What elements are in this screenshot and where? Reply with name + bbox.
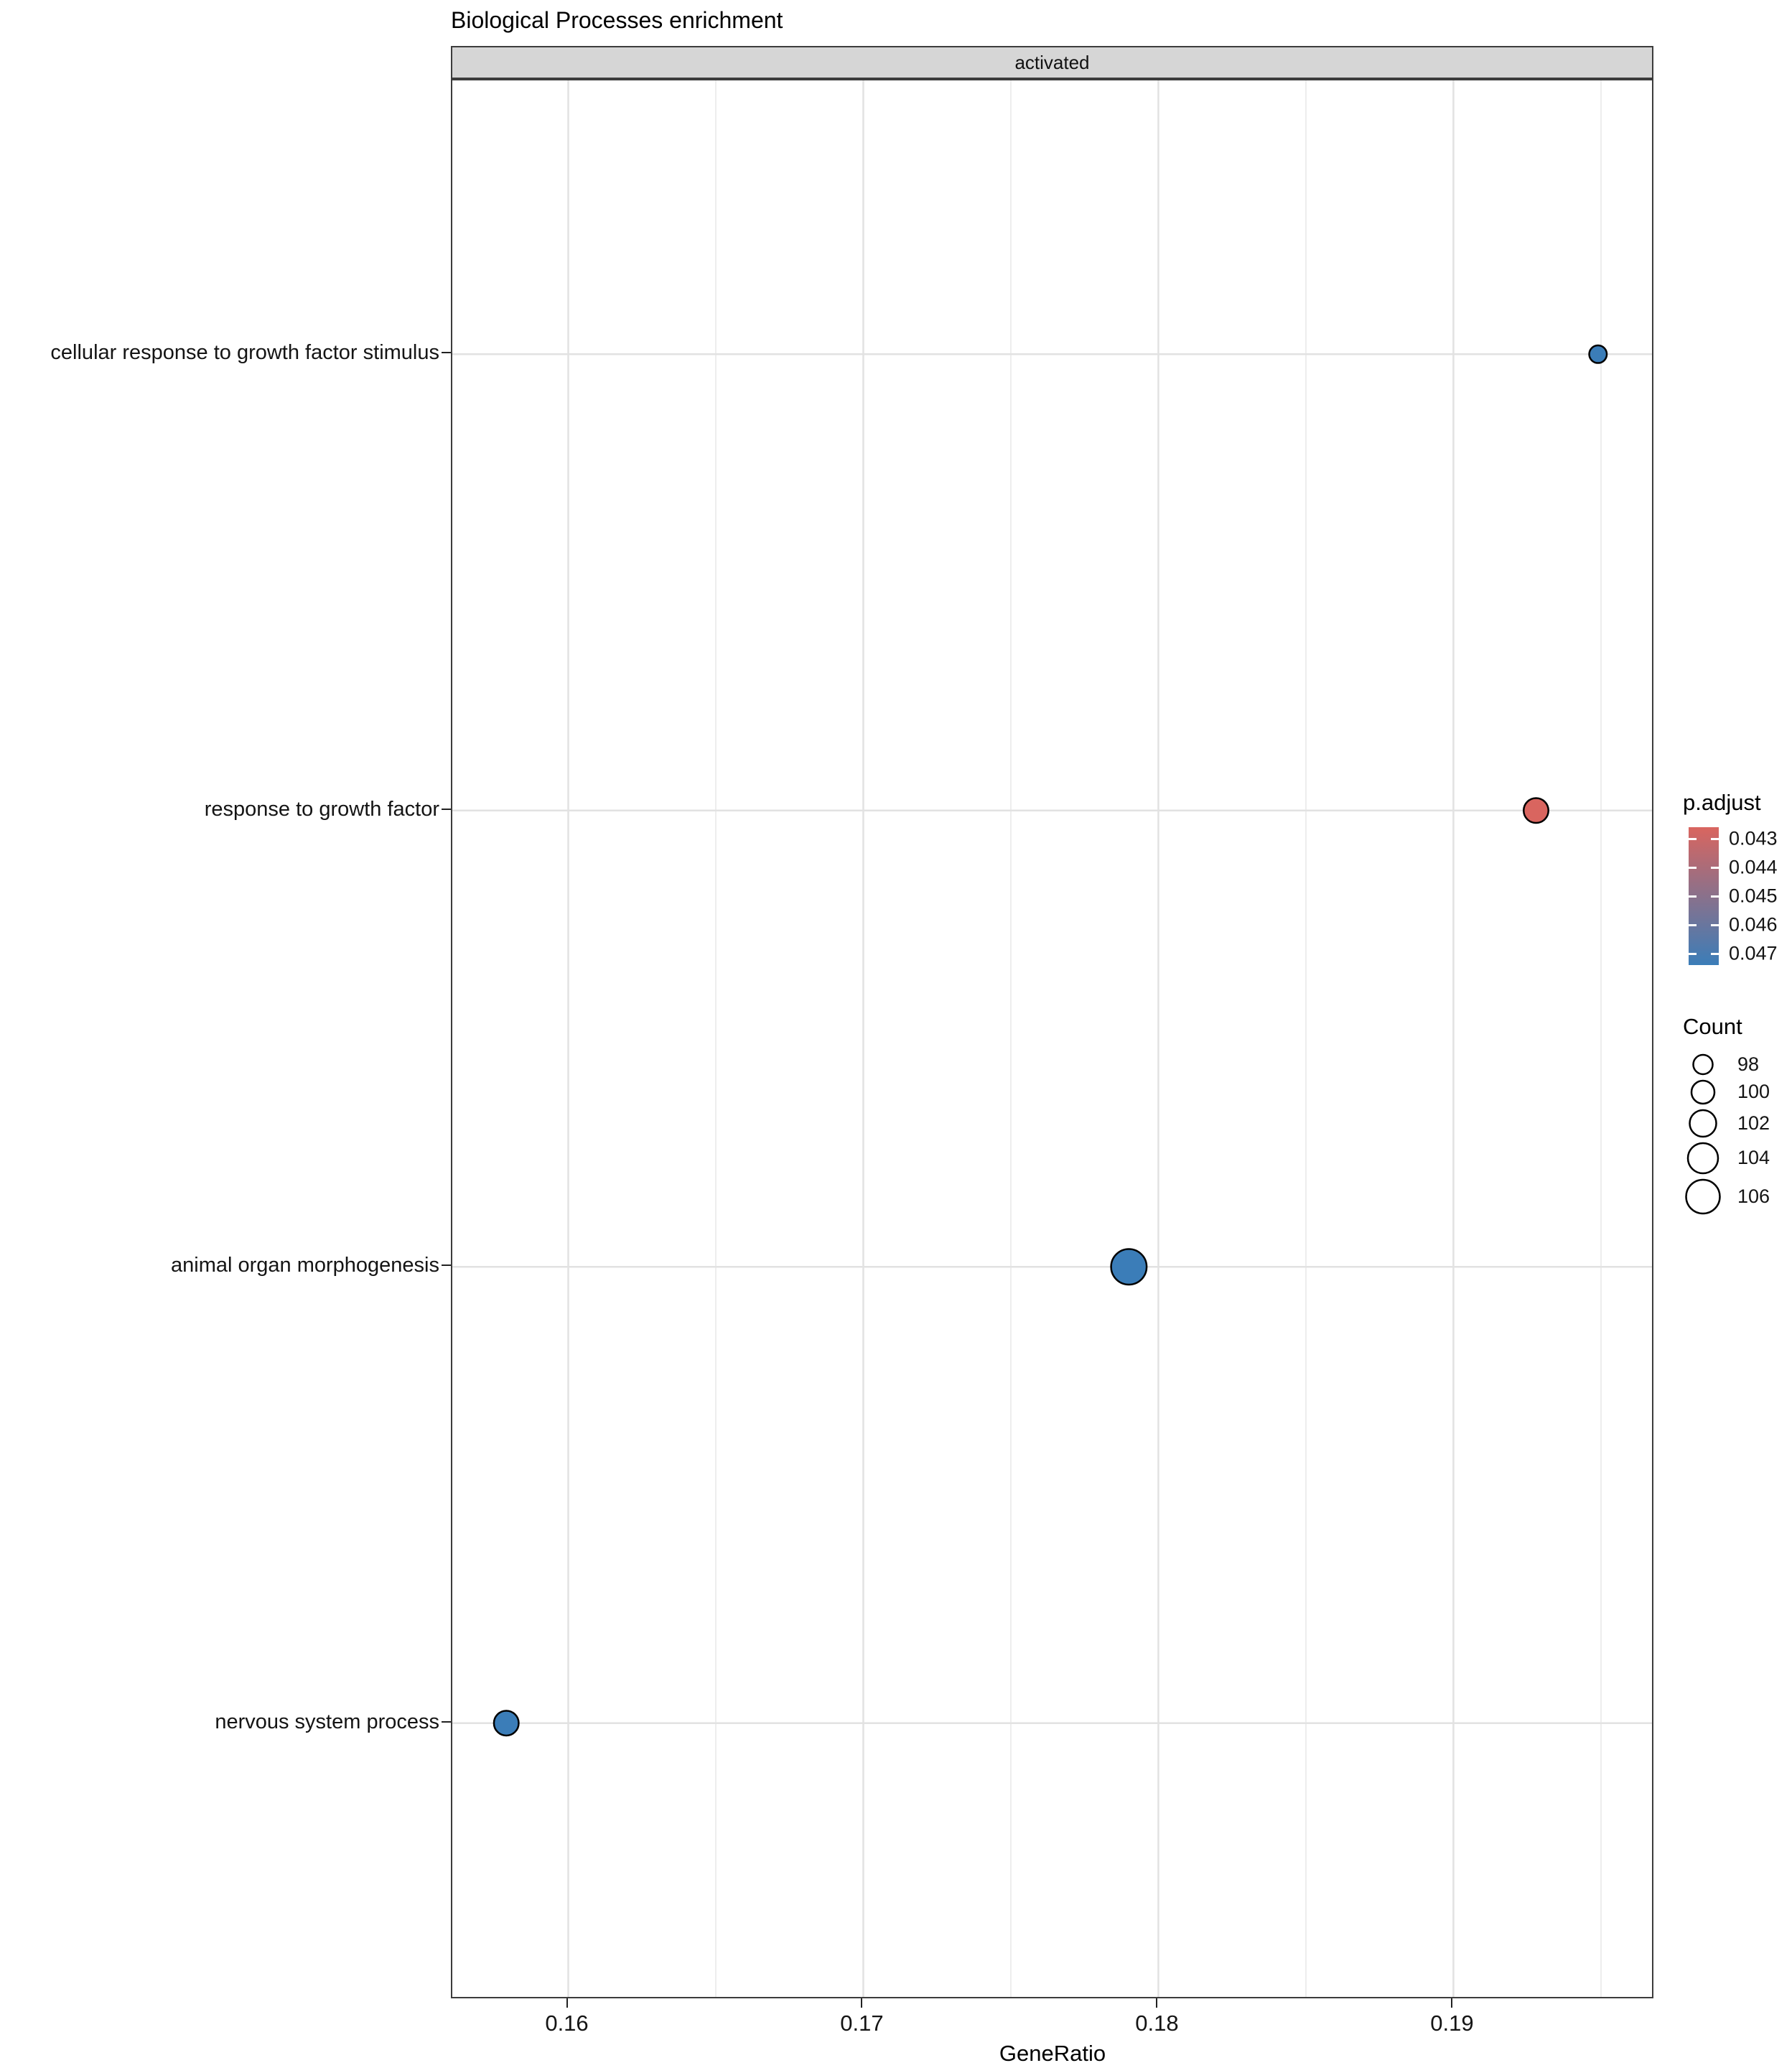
x-tick-mark xyxy=(1156,1998,1158,2008)
size-legend-entry: 100 xyxy=(1683,1077,1792,1107)
colorbar-tick-label: 0.045 xyxy=(1729,885,1778,907)
y-axis-label: nervous system process xyxy=(215,1710,439,1733)
facet-strip-label: activated xyxy=(1014,51,1090,73)
size-legend-value: 100 xyxy=(1737,1081,1770,1102)
x-tick-mark xyxy=(1451,1998,1453,2008)
plot-title: Biological Processes enrichment xyxy=(451,7,783,33)
size-legend-key xyxy=(1683,1077,1723,1107)
colorbar-tick-label: 0.046 xyxy=(1729,913,1778,936)
colorbar-tick-label: 0.047 xyxy=(1729,942,1778,964)
data-point xyxy=(1588,344,1608,364)
plot-panel xyxy=(451,79,1653,1998)
facet-strip: activated xyxy=(451,46,1653,79)
size-legend-title: Count xyxy=(1683,1014,1742,1039)
size-legend-key xyxy=(1683,1107,1723,1140)
x-tick-mark xyxy=(566,1998,568,2008)
x-axis-tick-label: 0.18 xyxy=(1135,2011,1179,2036)
y-tick-mark xyxy=(442,808,451,810)
y-tick-mark xyxy=(442,352,451,354)
size-legend-value: 104 xyxy=(1737,1147,1770,1168)
size-legend-circle xyxy=(1692,1053,1714,1075)
colorbar-tick-dash xyxy=(1689,923,1697,926)
size-legend: 98 100 102 104 106 xyxy=(1683,1051,1792,1216)
colorbar-tick-dash xyxy=(1711,952,1719,955)
y-axis-label: cellular response to growth factor stimu… xyxy=(50,341,439,365)
legend-panel: p.adjust 0.043 0.044 0.045 0.046 0.047 Count… xyxy=(1683,790,1792,1216)
color-legend: 0.043 0.044 0.045 0.046 0.047 xyxy=(1683,827,1792,971)
y-axis-label: animal organ morphogenesis xyxy=(171,1254,439,1277)
size-legend-key xyxy=(1683,1051,1723,1077)
colorbar-tick-dash xyxy=(1711,923,1719,926)
size-legend-value: 102 xyxy=(1737,1112,1770,1134)
x-axis-tick-label: 0.19 xyxy=(1430,2011,1474,2036)
y-tick-mark xyxy=(442,1264,451,1267)
size-legend-circle xyxy=(1689,1109,1717,1137)
size-legend-value: 98 xyxy=(1737,1053,1760,1075)
y-tick-mark xyxy=(442,1720,451,1723)
colorbar-tick-dash xyxy=(1711,837,1719,840)
colorbar-tick-dash xyxy=(1711,895,1719,898)
colorbar-tick-dash xyxy=(1711,866,1719,869)
data-point xyxy=(493,1710,520,1737)
colorbar-tick-dash xyxy=(1689,837,1697,840)
size-legend-entry: 104 xyxy=(1683,1140,1792,1176)
colorbar-tick-label: 0.043 xyxy=(1729,827,1778,849)
color-legend-title: p.adjust xyxy=(1683,790,1761,815)
size-legend-value: 106 xyxy=(1737,1185,1770,1207)
x-tick-mark xyxy=(861,1998,863,2008)
size-legend-entry: 102 xyxy=(1683,1107,1792,1140)
x-axis-title: GeneRatio xyxy=(999,2041,1106,2066)
data-point xyxy=(1522,797,1549,824)
x-axis-tick-label: 0.16 xyxy=(545,2011,589,2036)
dotplot-canvas xyxy=(452,80,1652,1997)
size-legend-circle xyxy=(1686,1142,1719,1174)
colorbar-tick-label: 0.044 xyxy=(1729,856,1778,878)
size-legend-key xyxy=(1683,1140,1723,1176)
x-axis-tick-label: 0.17 xyxy=(840,2011,884,2036)
colorbar-tick-dash xyxy=(1689,866,1697,869)
size-legend-circle xyxy=(1685,1178,1721,1214)
size-legend-circle xyxy=(1690,1079,1716,1104)
size-legend-key xyxy=(1683,1176,1723,1216)
colorbar-tick-dash xyxy=(1689,952,1697,955)
data-point xyxy=(1110,1248,1148,1286)
size-legend-entry: 106 xyxy=(1683,1176,1792,1216)
colorbar-tick-dash xyxy=(1689,895,1697,898)
y-axis-label: response to growth factor xyxy=(204,797,439,821)
size-legend-entry: 98 xyxy=(1683,1051,1792,1077)
